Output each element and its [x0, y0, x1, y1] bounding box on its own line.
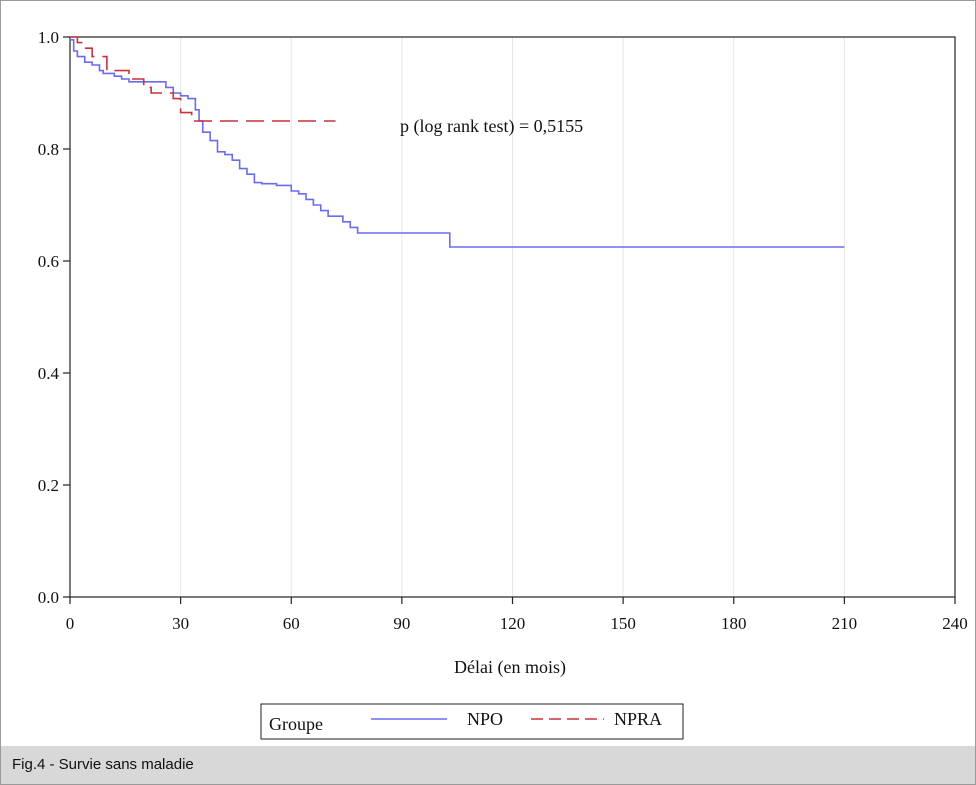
y-tick-label: 0.8	[38, 140, 59, 159]
legend: Groupe NPO NPRA	[260, 703, 684, 740]
x-axis-title: Délai (en mois)	[454, 657, 566, 678]
x-tick-label: 0	[66, 614, 75, 633]
x-tick-label: 150	[610, 614, 636, 633]
y-tick-label: 1.0	[38, 28, 59, 47]
logrank-annotation: p (log rank test) = 0,5155	[400, 116, 583, 137]
y-tick-label: 0.4	[38, 364, 60, 383]
series-npra-line	[70, 36, 336, 122]
caption-bar: Fig.4 - Survie sans maladie	[1, 746, 975, 784]
y-tick-label: 0.2	[38, 476, 59, 495]
y-tick-label: 0.0	[38, 588, 59, 607]
series-layer	[70, 36, 845, 248]
legend-title: Groupe	[269, 714, 323, 734]
legend-label-npra: NPRA	[614, 709, 662, 729]
x-tick-label: 240	[942, 614, 968, 633]
x-tick-label: 180	[721, 614, 747, 633]
y-tick-label: 0.6	[38, 252, 59, 271]
survival-chart: 0 30 60 90 120 150 180 210 240 0.0 0.2 0.4 0.6 0.8 1.0…	[38, 28, 968, 740]
x-tick-label: 210	[832, 614, 858, 633]
x-tick-label: 90	[393, 614, 410, 633]
axes: 0 30 60 90 120 150 180 210 240 0.0 0.2 0.4 0.6 0.8 1.0	[38, 28, 968, 633]
grid-lines	[180, 37, 845, 597]
x-tick-label: 120	[500, 614, 526, 633]
series-npo-line	[70, 39, 845, 248]
figure-caption: Fig.4 - Survie sans maladie	[12, 756, 194, 773]
legend-label-npo: NPO	[467, 709, 503, 729]
x-tick-label: 30	[172, 614, 189, 633]
x-tick-label: 60	[283, 614, 300, 633]
legend-box	[260, 703, 684, 740]
